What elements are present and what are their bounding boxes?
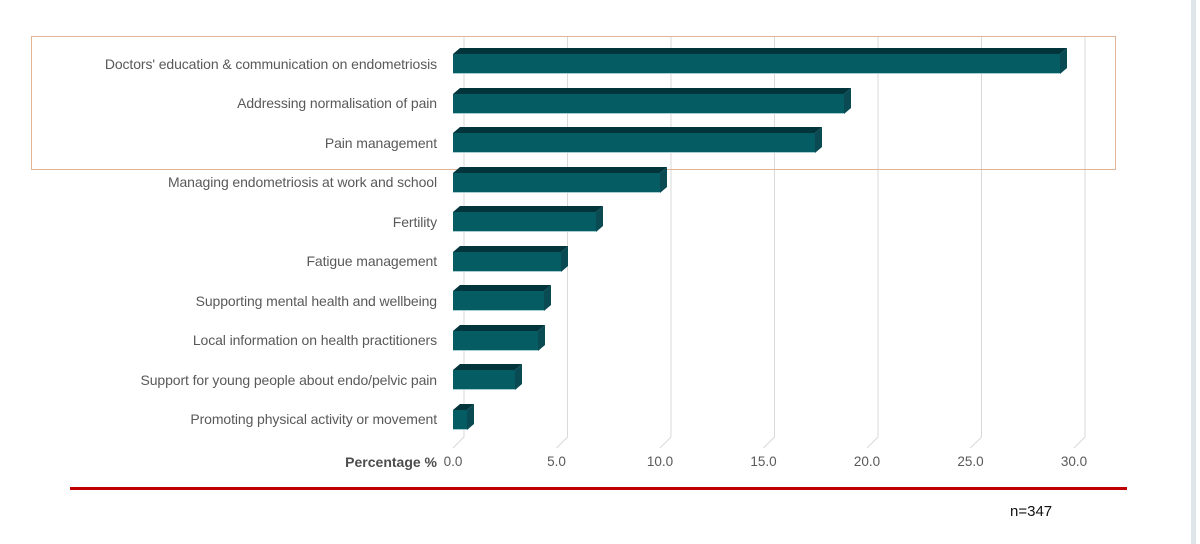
bar-row: Promoting physical activity or movement: [0, 400, 1200, 440]
bar: [453, 364, 522, 390]
x-tick-label: 15.0: [750, 454, 777, 469]
category-label: Support for young people about endo/pelv…: [140, 371, 437, 388]
x-tick-label: 10.0: [646, 454, 674, 469]
gridline: [763, 37, 775, 449]
category-label: Promoting physical activity or movement: [190, 411, 437, 428]
bar: [453, 324, 545, 351]
category-label: Local information on health practitioner…: [192, 332, 437, 349]
gridline: [866, 37, 879, 449]
sample-size-label: n=347: [1010, 503, 1053, 520]
bar: [453, 206, 603, 232]
bar-row: Pain management: [0, 123, 1200, 163]
bar-row: Doctors' education & communication on en…: [0, 44, 1200, 84]
category-label: Pain management: [324, 134, 437, 151]
bar: [453, 403, 474, 430]
bar-row: Local information on health practitioner…: [0, 321, 1200, 361]
bar: [453, 48, 1067, 74]
bar: [453, 127, 822, 153]
category-label: Doctors' education & communication on en…: [104, 55, 437, 72]
bar: [453, 87, 851, 114]
bar-row: Support for young people about endo/pelv…: [0, 360, 1200, 400]
bar-row: Managing endometriosis at work and schoo…: [0, 163, 1200, 203]
category-label: Addressing normalisation of pain: [237, 95, 437, 112]
bar: [453, 166, 667, 193]
bar-row: Fatigue management: [0, 242, 1200, 282]
x-tick-label: 0.0: [443, 454, 463, 469]
bar-row: Supporting mental health and wellbeing: [0, 281, 1200, 321]
bar-row: Addressing normalisation of pain: [0, 84, 1200, 124]
x-tick-label: 20.0: [853, 454, 881, 469]
gridline: [970, 37, 982, 449]
gridline: [1073, 37, 1086, 449]
category-label: Managing endometriosis at work and schoo…: [167, 174, 437, 191]
category-label: Fertility: [392, 213, 437, 230]
bar: [453, 285, 551, 311]
page-edge-strip: [1191, 0, 1196, 544]
red-divider-line: [70, 487, 1127, 490]
x-tick-label: 25.0: [957, 454, 984, 469]
category-label: Supporting mental health and wellbeing: [195, 292, 437, 309]
x-axis-title: Percentage %: [345, 454, 437, 470]
bar-row: Fertility: [0, 202, 1200, 242]
bar: [453, 245, 568, 272]
gridline: [659, 37, 672, 449]
x-tick-label: 5.0: [547, 454, 566, 469]
category-label: Fatigue management: [306, 253, 437, 270]
x-tick-label: 30.0: [1060, 454, 1088, 469]
